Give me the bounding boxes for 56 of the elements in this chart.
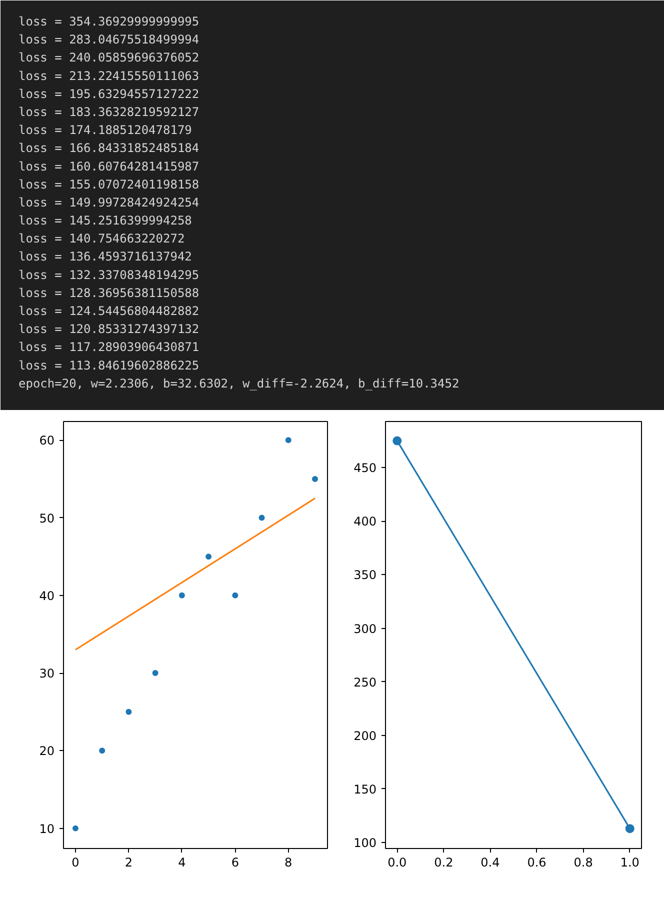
point bbox=[232, 592, 238, 598]
text: loss = 140.754663220272 bbox=[18, 232, 185, 246]
x-tick-label: 2 bbox=[124, 856, 133, 870]
x-tick-label: 0.4 bbox=[480, 856, 500, 870]
text: loss = 155.07072401198158 bbox=[18, 177, 200, 192]
y-tick-label: 30 bbox=[39, 666, 55, 681]
text: loss = 136.4593716137942 bbox=[18, 250, 192, 264]
y-tick-label: 20 bbox=[39, 744, 55, 758]
text: loss = 117.28903906430871 bbox=[18, 340, 200, 354]
text: loss = 213.22415550111063 bbox=[18, 68, 200, 83]
y-tick-label: 450 bbox=[354, 461, 376, 476]
y-tick-label: 40 bbox=[39, 588, 55, 603]
x-tick-label: 0.6 bbox=[527, 856, 546, 870]
x-tick-label: 0 bbox=[72, 856, 80, 870]
text: loss = 128.36956381150588 bbox=[18, 286, 200, 300]
y-tick-label: 250 bbox=[354, 675, 376, 690]
y-tick-label: 400 bbox=[354, 514, 376, 529]
y-tick-label: 300 bbox=[354, 622, 376, 636]
point bbox=[126, 708, 132, 715]
text: loss = 354.36929999999995 bbox=[18, 14, 200, 28]
x-tick-label: 6 bbox=[231, 856, 239, 870]
x-tick-label: 0.8 bbox=[574, 856, 593, 870]
y-tick-label: 350 bbox=[354, 568, 376, 582]
y-tick-label: 100 bbox=[354, 836, 376, 850]
x-tick-label: 1.0 bbox=[620, 856, 640, 870]
x-tick-label: 8 bbox=[284, 856, 292, 870]
text: loss = 183.36328219592127 bbox=[18, 104, 200, 119]
point bbox=[152, 670, 158, 676]
x-tick-label: 0.0 bbox=[388, 856, 407, 870]
text: epoch=20, w=2.2306, b=32.6302, w_diff=-2.2624, b_diff=10.3452 bbox=[18, 376, 460, 390]
text: loss = 132.33708348194295 bbox=[18, 268, 200, 282]
text: loss = 160.60764281415987 bbox=[18, 159, 200, 174]
text: loss = 124.54456804482882 bbox=[18, 304, 200, 318]
point bbox=[72, 825, 78, 832]
text: loss = 283.04675518499994 bbox=[18, 32, 200, 47]
text: loss = 113.84619602886225 bbox=[18, 358, 200, 372]
text: loss = 120.85331274397132 bbox=[18, 322, 200, 336]
y-tick-label: 150 bbox=[354, 782, 376, 796]
text: loss = 166.84331852485184 bbox=[18, 141, 200, 156]
point bbox=[258, 514, 265, 521]
y-tick-label: 10 bbox=[39, 822, 55, 836]
text: loss = 145.2516399994258 bbox=[18, 214, 192, 228]
point bbox=[206, 554, 212, 560]
text: loss = 149.99728424924254 bbox=[18, 195, 200, 210]
text: loss = 174.1885120478179 bbox=[18, 123, 192, 138]
x-tick-label: 0.2 bbox=[434, 856, 454, 870]
text: loss = 195.63294557127222 bbox=[18, 86, 200, 101]
y-tick-label: 60 bbox=[39, 434, 55, 448]
y-tick-label: 50 bbox=[39, 511, 55, 526]
point bbox=[178, 592, 185, 598]
text: loss = 240.05859696376052 bbox=[18, 50, 200, 65]
y-tick-label: 200 bbox=[354, 728, 376, 743]
point bbox=[285, 437, 292, 444]
x-tick-label: 4 bbox=[178, 856, 186, 870]
point bbox=[99, 748, 106, 754]
point bbox=[312, 476, 318, 482]
